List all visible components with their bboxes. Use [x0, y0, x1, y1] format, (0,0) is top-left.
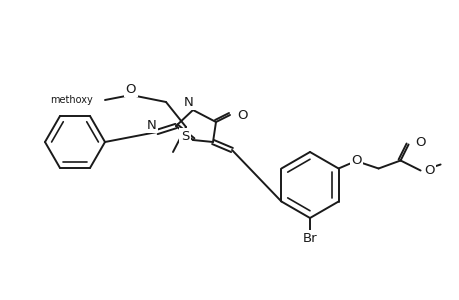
Text: methoxy: methoxy: [50, 95, 93, 105]
Text: N: N: [184, 95, 193, 109]
Text: S: S: [180, 130, 189, 142]
Text: N: N: [147, 118, 157, 131]
Text: O: O: [351, 154, 361, 167]
Text: O: O: [424, 164, 434, 177]
Text: O: O: [236, 109, 247, 122]
Text: O: O: [125, 82, 136, 95]
Text: O: O: [414, 136, 425, 149]
Text: Br: Br: [302, 232, 317, 244]
